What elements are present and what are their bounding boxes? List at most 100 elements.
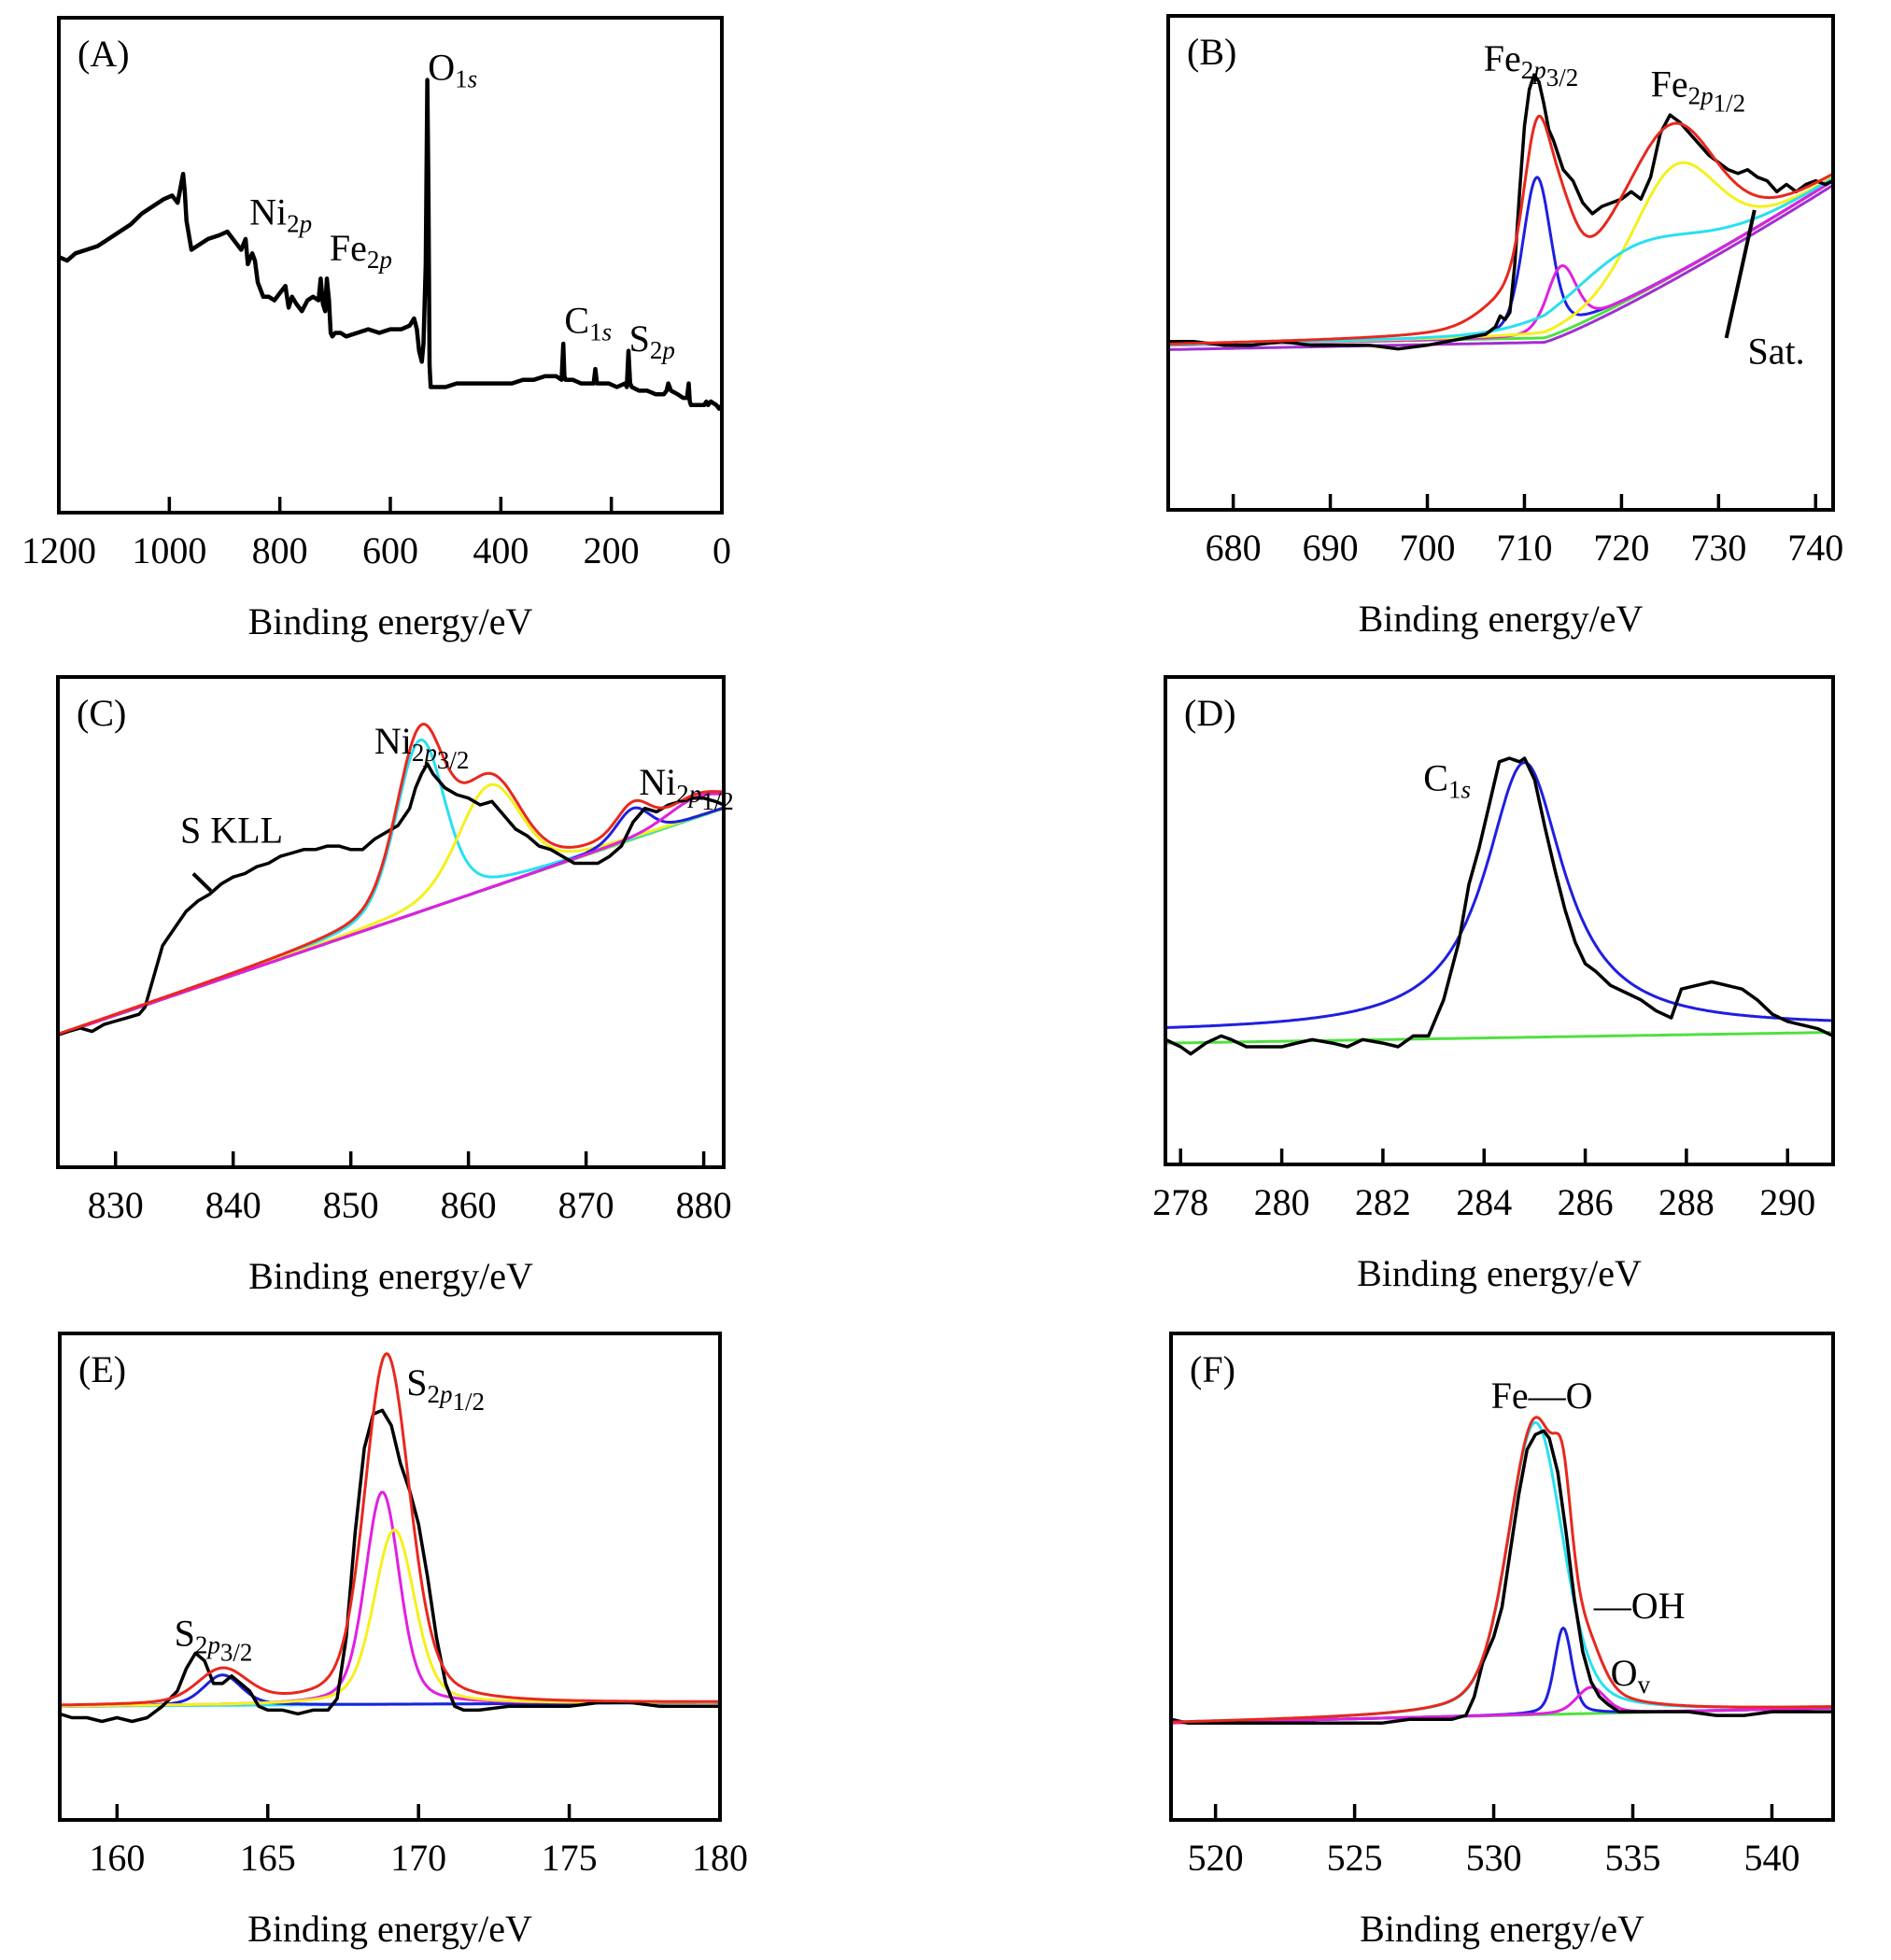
- x-axis-label: Binding energy/eV: [247, 1908, 532, 1950]
- panel-c-ni2p: 830 840 850 860 870 880 Binding energy/eV (C) Ni…: [56, 675, 734, 1297]
- x-tick-label: 288: [1658, 1181, 1715, 1223]
- panel-label: (C): [77, 692, 126, 734]
- panel-label: (B): [1187, 31, 1236, 73]
- x-axis-label: Binding energy/eV: [1360, 1908, 1644, 1950]
- x-axis-label: Binding energy/eV: [248, 600, 533, 642]
- series-fe3-2p3-2: [1170, 179, 1831, 347]
- x-tick-label: 690: [1303, 527, 1359, 569]
- series-s-2p1-2-component-1: [62, 1490, 718, 1708]
- x-tick-label: 175: [542, 1837, 598, 1879]
- x-tick-label: 200: [584, 529, 640, 571]
- peak-annotation: S2p1/2: [406, 1361, 485, 1416]
- peak-annotation: Ov: [1611, 1652, 1651, 1699]
- peak-annotation: C1s: [1423, 757, 1471, 804]
- annotation-leader-line: [1724, 209, 1757, 339]
- peak-annotation: Fe2p3/2: [1484, 37, 1579, 92]
- x-tick-label: 530: [1466, 1837, 1522, 1879]
- panel-e-s2p: 160 165 170 175 180 Binding energy/eV (E) S2p1/…: [58, 1332, 748, 1950]
- panel-label: (E): [78, 1348, 126, 1390]
- x-tick-label: 880: [676, 1184, 732, 1226]
- series-group: [62, 1352, 718, 1724]
- series-group: [61, 78, 720, 411]
- panel-label: (F): [1190, 1348, 1235, 1390]
- peak-annotation: Sat.: [1748, 330, 1805, 372]
- plot-frame: [58, 1332, 722, 1822]
- x-tick-label: 800: [252, 529, 308, 571]
- x-tick-label: 160: [89, 1837, 145, 1879]
- plot-frame: [1166, 14, 1835, 512]
- panel-a-survey: 1200 1000 800 600 400 200 0 Binding energy/eV (A…: [21, 16, 731, 642]
- x-tick-label: 170: [390, 1837, 446, 1879]
- x-tick-label: 730: [1690, 527, 1746, 569]
- series-experimental: [1173, 1429, 1831, 1725]
- series-fitted-envelope: [62, 1352, 718, 1707]
- x-tick-label: 720: [1593, 527, 1649, 569]
- x-tick-label: 525: [1327, 1837, 1383, 1879]
- x-tick-label: 1000: [132, 529, 206, 571]
- series-fe2-2p3-2: [1170, 176, 1831, 347]
- series-satellite: [1170, 177, 1831, 346]
- series-oh: [1173, 1626, 1831, 1725]
- x-tick-label: 286: [1558, 1181, 1614, 1223]
- panel-f-o1s: 520 525 530 535 540 Binding energy/eV (F) Fe—O —…: [1169, 1332, 1835, 1950]
- plot-frame: [1164, 675, 1835, 1166]
- peak-annotation: Fe2p: [330, 227, 392, 274]
- x-axis-label: Binding energy/eV: [1357, 1252, 1642, 1294]
- peak-annotation: Ni2p: [249, 190, 312, 237]
- peak-annotation: O1s: [428, 47, 477, 93]
- x-tick-label: 680: [1206, 527, 1262, 569]
- panel-label: (A): [78, 33, 130, 75]
- x-tick-label: 278: [1152, 1181, 1208, 1223]
- series-c-1s-fit: [1167, 761, 1831, 1029]
- series-group: [1173, 1416, 1831, 1725]
- panel-b-fe2p: 680 690 700 710 720 730 740 Binding energy/eV (B…: [1166, 14, 1843, 640]
- peak-annotation: S2p3/2: [175, 1612, 253, 1666]
- x-tick-label: 870: [558, 1184, 614, 1226]
- peak-annotation: C1s: [564, 299, 612, 345]
- series-group: [1167, 756, 1831, 1056]
- series-group: [60, 723, 722, 1036]
- x-tick-label: 860: [441, 1184, 497, 1226]
- series-group: [1170, 73, 1831, 351]
- x-tick-label: 700: [1400, 527, 1456, 569]
- peak-annotation: Fe—O: [1491, 1375, 1593, 1417]
- series-experimental: [62, 1408, 718, 1724]
- series-fitted-envelope: [60, 723, 722, 1036]
- x-tick-label: 830: [88, 1184, 144, 1226]
- series-fitted-envelope: [1173, 1416, 1831, 1724]
- peak-annotation: —OH: [1593, 1585, 1686, 1627]
- series-fitted-envelope: [1170, 114, 1831, 345]
- x-tick-label: 535: [1605, 1837, 1661, 1879]
- x-tick-label: 0: [713, 529, 731, 571]
- x-axis-label: Binding energy/eV: [1359, 598, 1644, 640]
- x-tick-label: 1200: [21, 529, 96, 571]
- series-background-green: [1170, 180, 1831, 347]
- series-background: [1167, 1031, 1831, 1045]
- series-ni-2p1-2-satellite: [60, 792, 722, 1036]
- peak-annotation: S KLL: [180, 809, 283, 851]
- series-ni-2p3-2: [60, 738, 722, 1036]
- x-tick-label: 280: [1254, 1181, 1310, 1223]
- x-tick-label: 840: [205, 1184, 261, 1226]
- panel-label: (D): [1184, 692, 1236, 734]
- series-s-2p1-2-component-2: [62, 1528, 718, 1708]
- series-background-magenta: [1170, 184, 1831, 351]
- peak-annotation: Ni2p3/2: [374, 720, 470, 774]
- x-tick-label: 284: [1456, 1181, 1512, 1223]
- x-tick-label: 165: [240, 1837, 296, 1879]
- plot-frame: [56, 675, 726, 1169]
- series-experimental: [1170, 73, 1831, 351]
- x-tick-label: 540: [1743, 1837, 1799, 1879]
- peak-annotation: Ni2p1/2: [639, 761, 734, 815]
- x-tick-label: 850: [323, 1184, 379, 1226]
- series-experimental: [60, 762, 722, 1036]
- plot-frame: [1169, 1332, 1835, 1822]
- x-tick-label: 520: [1188, 1837, 1244, 1879]
- x-tick-label: 290: [1759, 1181, 1815, 1223]
- x-tick-label: 282: [1355, 1181, 1411, 1223]
- series-ov: [1173, 1685, 1831, 1725]
- x-tick-label: 180: [692, 1837, 748, 1879]
- x-tick-label: 600: [362, 529, 418, 571]
- series-survey: [61, 78, 720, 411]
